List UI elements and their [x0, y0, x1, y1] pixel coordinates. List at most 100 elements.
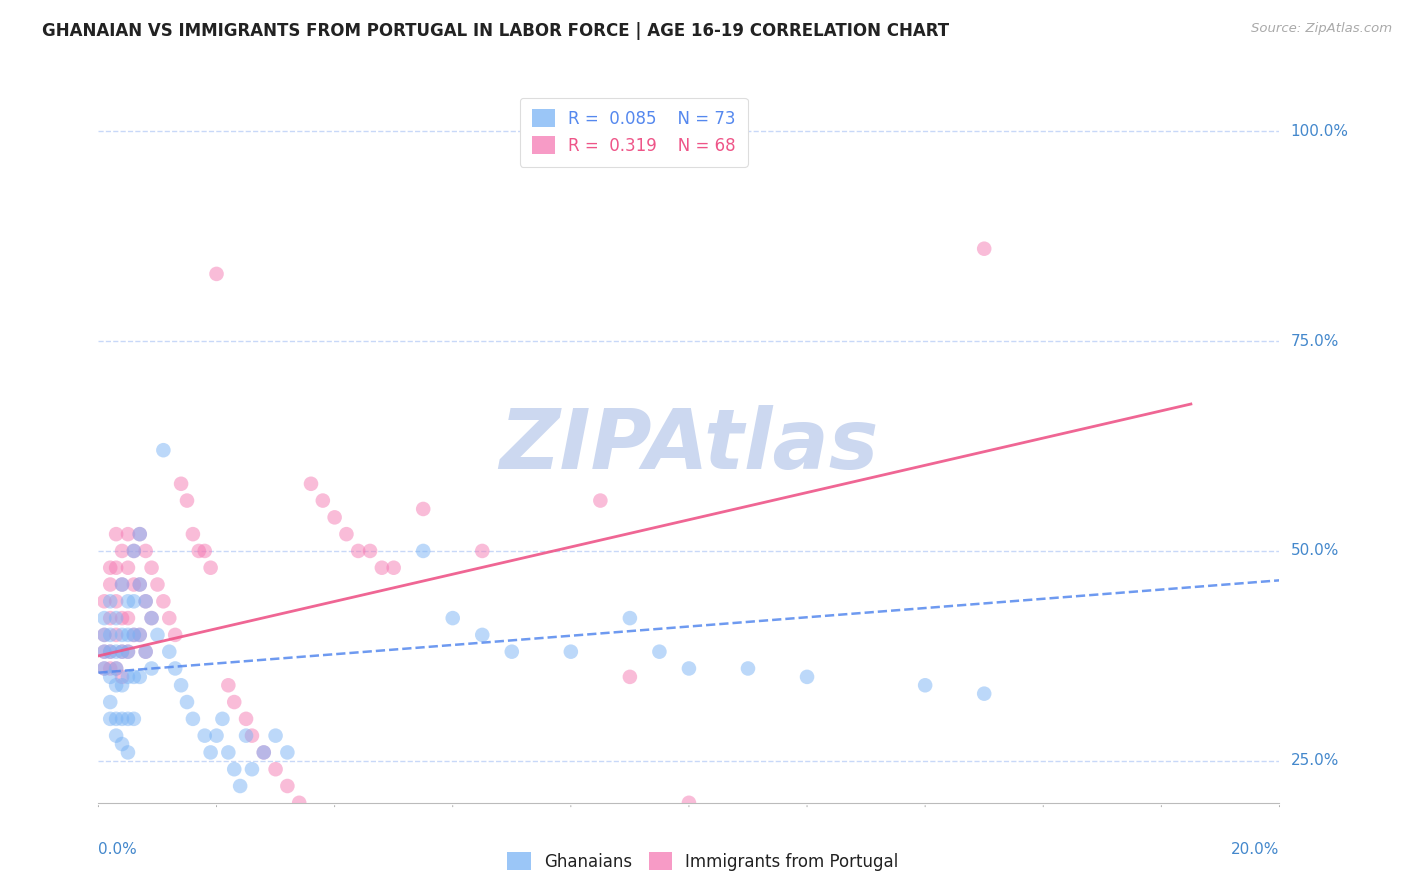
Point	[217, 746, 239, 760]
Point	[111, 577, 134, 591]
Point	[98, 611, 121, 625]
Point	[146, 628, 169, 642]
Point	[128, 577, 150, 591]
Point	[98, 695, 121, 709]
Point	[122, 577, 145, 591]
Point	[135, 645, 157, 659]
Point	[111, 544, 134, 558]
Point	[135, 645, 157, 659]
Point	[111, 577, 134, 591]
Text: 25.0%: 25.0%	[1291, 754, 1339, 768]
Point	[105, 594, 128, 608]
Point	[93, 645, 115, 659]
Point	[98, 560, 121, 574]
Point	[619, 611, 641, 625]
Point	[111, 737, 134, 751]
Point	[105, 611, 128, 625]
Point	[98, 628, 121, 642]
Point	[264, 729, 287, 743]
Point	[111, 712, 134, 726]
Point	[253, 746, 276, 760]
Point	[240, 729, 263, 743]
Point	[117, 527, 139, 541]
Point	[678, 796, 700, 810]
Point	[122, 712, 145, 726]
Point	[98, 670, 121, 684]
Point	[224, 695, 246, 709]
Point	[93, 611, 115, 625]
Text: 0.0%: 0.0%	[98, 842, 138, 856]
Point	[98, 661, 121, 675]
Point	[111, 611, 134, 625]
Point	[105, 661, 128, 675]
Point	[98, 577, 121, 591]
Point	[276, 779, 298, 793]
Text: Source: ZipAtlas.com: Source: ZipAtlas.com	[1251, 22, 1392, 36]
Point	[152, 443, 174, 458]
Point	[471, 628, 494, 642]
Point	[200, 746, 222, 760]
Point	[648, 645, 671, 659]
Point	[796, 670, 818, 684]
Point	[323, 510, 346, 524]
Point	[235, 729, 257, 743]
Point	[146, 577, 169, 591]
Point	[128, 527, 150, 541]
Point	[217, 678, 239, 692]
Point	[98, 712, 121, 726]
Point	[299, 476, 322, 491]
Point	[93, 628, 115, 642]
Point	[117, 560, 139, 574]
Point	[98, 645, 121, 659]
Point	[678, 661, 700, 675]
Point	[194, 729, 217, 743]
Point	[973, 687, 995, 701]
Point	[165, 628, 187, 642]
Point	[135, 594, 157, 608]
Point	[93, 661, 115, 675]
Point	[117, 628, 139, 642]
Point	[111, 645, 134, 659]
Point	[359, 544, 381, 558]
Point	[347, 544, 370, 558]
Point	[412, 544, 434, 558]
Point	[737, 846, 759, 860]
Text: 20.0%: 20.0%	[1232, 842, 1279, 856]
Point	[441, 611, 464, 625]
Point	[152, 594, 174, 608]
Point	[205, 267, 228, 281]
Point	[117, 746, 139, 760]
Point	[117, 712, 139, 726]
Point	[111, 628, 134, 642]
Point	[181, 712, 204, 726]
Point	[253, 746, 276, 760]
Point	[117, 611, 139, 625]
Point	[122, 670, 145, 684]
Point	[141, 661, 163, 675]
Point	[176, 493, 198, 508]
Point	[471, 544, 494, 558]
Point	[560, 645, 582, 659]
Point	[335, 527, 357, 541]
Point	[105, 678, 128, 692]
Point	[170, 678, 193, 692]
Point	[141, 611, 163, 625]
Point	[135, 544, 157, 558]
Point	[200, 560, 222, 574]
Point	[93, 594, 115, 608]
Point	[105, 628, 128, 642]
Point	[276, 746, 298, 760]
Point	[288, 796, 311, 810]
Point	[105, 645, 128, 659]
Legend: R =  0.085    N = 73, R =  0.319    N = 68: R = 0.085 N = 73, R = 0.319 N = 68	[520, 97, 748, 167]
Point	[105, 560, 128, 574]
Point	[117, 645, 139, 659]
Point	[165, 661, 187, 675]
Point	[117, 645, 139, 659]
Point	[93, 661, 115, 675]
Point	[105, 661, 128, 675]
Point	[914, 678, 936, 692]
Point	[382, 560, 405, 574]
Point	[122, 544, 145, 558]
Point	[93, 628, 115, 642]
